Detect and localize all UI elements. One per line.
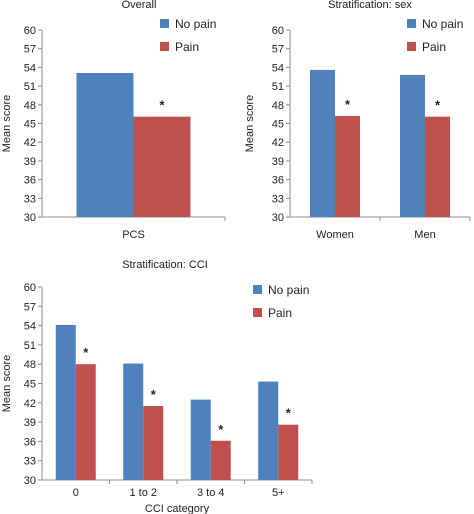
legend-swatch: [407, 42, 416, 51]
y-axis-label: Mean score: [1, 355, 13, 412]
bar-no-pain: [76, 73, 134, 217]
y-tick-label: 33: [24, 193, 36, 205]
legend-swatch: [160, 42, 169, 51]
y-tick-label: 51: [24, 340, 36, 352]
legend-label: Pain: [268, 306, 292, 320]
y-tick-label: 60: [24, 25, 36, 37]
y-tick-label: 39: [24, 156, 36, 168]
significance-marker: *: [435, 98, 441, 113]
y-tick-label: 36: [24, 175, 36, 187]
bar-no-pain: [310, 69, 335, 217]
y-tick-label: 54: [272, 62, 284, 74]
chart-3: Stratification: CCI Mean score 30 33 36 39 42 4…: [1, 259, 313, 514]
y-tick-label: 48: [272, 100, 284, 112]
legend-swatch: [160, 19, 169, 28]
legend-swatch: [407, 19, 416, 28]
significance-marker: *: [159, 98, 165, 113]
chart-title: Stratification: sex: [328, 0, 412, 11]
significance-marker: *: [83, 345, 89, 360]
significance-marker: *: [345, 97, 351, 112]
y-tick-label: 57: [24, 301, 36, 313]
x-tick-label: 3 to 4: [197, 487, 225, 499]
legend-label: No pain: [175, 17, 216, 31]
y-tick-label: 30: [24, 212, 36, 224]
x-tick-label: 1 to 2: [129, 487, 157, 499]
y-tick-label: 42: [24, 137, 36, 149]
legend-label: Pain: [422, 40, 446, 54]
legend-swatch: [253, 285, 262, 294]
x-axis-label: CCI category: [145, 503, 210, 514]
y-axis-label: Mean score: [244, 95, 256, 152]
y-tick-label: 48: [24, 100, 36, 112]
y-tick-label: 30: [272, 212, 284, 224]
chart-title: Overall: [122, 0, 157, 11]
y-tick-label: 60: [24, 282, 36, 294]
y-tick-label: 45: [24, 119, 36, 131]
legend-label: No pain: [422, 17, 463, 31]
y-tick-label: 54: [24, 321, 36, 333]
y-tick-label: 51: [24, 81, 36, 93]
bar-no-pain: [258, 381, 279, 480]
bar-pain: [133, 116, 191, 217]
significance-marker: *: [151, 387, 157, 402]
x-tick-label: PCS: [122, 229, 145, 241]
y-tick-label: 54: [24, 62, 36, 74]
y-tick-label: 33: [272, 193, 284, 205]
chart-title: Stratification: CCI: [122, 259, 208, 271]
x-tick-label: 0: [73, 487, 79, 499]
x-tick-label: 5+: [272, 487, 285, 499]
y-tick-label: 60: [272, 25, 284, 37]
significance-marker: *: [218, 422, 224, 437]
y-tick-label: 39: [24, 417, 36, 429]
chart-1: Overall Mean score 30 33 36 39 42 45 48 51 54 57 60 *…: [1, 0, 226, 241]
y-tick-label: 45: [272, 119, 284, 131]
y-tick-label: 42: [272, 137, 284, 149]
y-tick-label: 33: [24, 456, 36, 468]
bar-pain: [425, 116, 450, 217]
bar-pain: [75, 364, 96, 480]
y-tick-label: 45: [24, 379, 36, 391]
bar-pain: [335, 116, 360, 217]
y-tick-label: 48: [24, 359, 36, 371]
y-tick-label: 51: [272, 81, 284, 93]
bar-no-pain: [123, 363, 144, 480]
legend-swatch: [253, 308, 262, 317]
bar-no-pain: [400, 74, 425, 217]
y-tick-label: 57: [24, 44, 36, 56]
x-tick-label: Women: [316, 229, 354, 241]
legend-label: Pain: [175, 40, 199, 54]
y-tick-label: 30: [24, 475, 36, 487]
legend-label: No pain: [268, 283, 309, 297]
y-axis-label: Mean score: [1, 95, 13, 152]
significance-marker: *: [286, 406, 292, 421]
bar-no-pain: [55, 324, 76, 480]
y-tick-label: 39: [272, 156, 284, 168]
bar-no-pain: [190, 399, 211, 480]
bar-pain: [210, 440, 231, 480]
y-tick-label: 36: [24, 436, 36, 448]
x-tick-label: Men: [414, 229, 435, 241]
y-tick-label: 57: [272, 44, 284, 56]
chart-2: Stratification: sex Mean score 30 33 36 39 42 4…: [244, 0, 471, 241]
y-tick-label: 36: [272, 175, 284, 187]
bar-pain: [143, 406, 164, 480]
bar-pain: [278, 424, 299, 480]
y-tick-label: 42: [24, 398, 36, 410]
